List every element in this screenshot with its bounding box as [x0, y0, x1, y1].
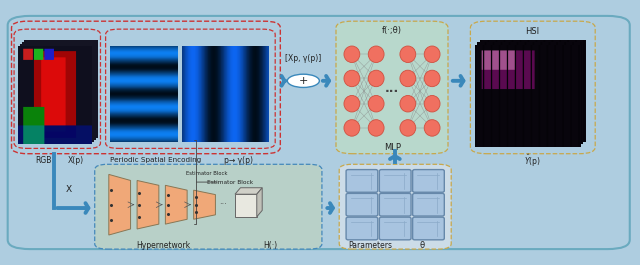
FancyBboxPatch shape [339, 164, 451, 249]
Text: ···: ··· [219, 200, 227, 209]
Text: f(·;θ): f(·;θ) [382, 26, 403, 35]
Circle shape [368, 95, 384, 112]
FancyBboxPatch shape [413, 193, 444, 216]
Circle shape [368, 120, 384, 136]
Text: $\hat{Y}$(p): $\hat{Y}$(p) [524, 152, 541, 169]
Circle shape [344, 70, 360, 87]
Text: +: + [299, 76, 308, 86]
Text: Estimator Block: Estimator Block [207, 180, 253, 185]
Text: RGB: RGB [35, 156, 52, 165]
Circle shape [400, 120, 416, 136]
FancyBboxPatch shape [413, 170, 444, 192]
Polygon shape [235, 188, 262, 194]
Polygon shape [109, 174, 131, 235]
Circle shape [424, 120, 440, 136]
Text: Hypernetwork: Hypernetwork [136, 241, 190, 250]
FancyBboxPatch shape [380, 217, 411, 240]
Polygon shape [194, 190, 216, 219]
Circle shape [400, 70, 416, 87]
Text: X: X [66, 185, 72, 194]
Text: [Xp, γ(p)]: [Xp, γ(p)] [285, 54, 321, 63]
Circle shape [344, 46, 360, 63]
Text: p→ γ(p): p→ γ(p) [224, 156, 253, 165]
Text: X(p): X(p) [67, 156, 84, 165]
Polygon shape [257, 188, 262, 217]
Circle shape [400, 95, 416, 112]
Circle shape [368, 70, 384, 87]
FancyBboxPatch shape [346, 193, 378, 216]
Polygon shape [165, 185, 187, 224]
Text: ···: ··· [385, 85, 399, 98]
FancyBboxPatch shape [413, 217, 444, 240]
FancyBboxPatch shape [380, 193, 411, 216]
Circle shape [287, 74, 319, 87]
Circle shape [424, 95, 440, 112]
Text: Estimator Block: Estimator Block [186, 171, 227, 176]
Text: Periodic Spatial Encoding: Periodic Spatial Encoding [110, 157, 201, 163]
Text: θ: θ [420, 241, 425, 250]
Circle shape [400, 46, 416, 63]
Circle shape [344, 120, 360, 136]
FancyBboxPatch shape [8, 16, 630, 249]
Text: H(·): H(·) [264, 241, 278, 250]
FancyBboxPatch shape [336, 21, 448, 154]
FancyBboxPatch shape [95, 164, 322, 249]
Circle shape [344, 95, 360, 112]
FancyBboxPatch shape [380, 170, 411, 192]
Circle shape [424, 70, 440, 87]
Circle shape [424, 46, 440, 63]
Text: Parameters: Parameters [348, 241, 392, 250]
FancyBboxPatch shape [346, 170, 378, 192]
FancyBboxPatch shape [235, 194, 257, 217]
FancyBboxPatch shape [346, 217, 378, 240]
Polygon shape [137, 180, 159, 229]
Circle shape [368, 46, 384, 63]
Text: HSI: HSI [525, 27, 540, 36]
Text: MLP: MLP [384, 143, 401, 152]
